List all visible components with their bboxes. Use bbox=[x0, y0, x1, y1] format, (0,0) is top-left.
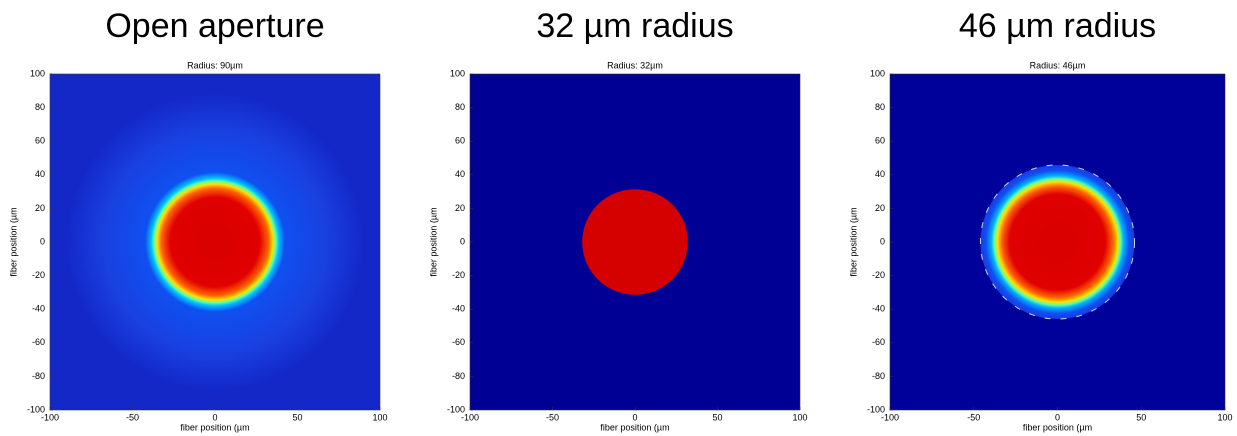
x-tick-label: -100 bbox=[41, 412, 59, 422]
x-tick-label: 0 bbox=[1055, 412, 1060, 422]
y-tick-label: 60 bbox=[875, 136, 885, 146]
y-tick-label: 80 bbox=[875, 102, 885, 112]
x-axis-label: fiber position (µm bbox=[180, 422, 249, 432]
x-tick-label: 0 bbox=[212, 412, 217, 422]
y-axis-label: fiber position (µm bbox=[8, 207, 18, 276]
y-tick-label: 100 bbox=[870, 68, 885, 78]
y-tick-label: -60 bbox=[32, 337, 45, 347]
x-tick-label: -100 bbox=[881, 412, 899, 422]
y-tick-label: 100 bbox=[30, 68, 45, 78]
y-tick-label: 80 bbox=[455, 102, 465, 112]
intensity-spot bbox=[582, 189, 688, 295]
y-tick-label: -40 bbox=[872, 304, 885, 314]
y-tick-label: 20 bbox=[455, 203, 465, 213]
panel-title: Open aperture bbox=[105, 7, 324, 45]
y-tick-label: -20 bbox=[32, 270, 45, 280]
x-axis-label: fiber position (µm bbox=[1023, 422, 1092, 432]
y-tick-label: 100 bbox=[450, 68, 465, 78]
y-tick-label: 60 bbox=[455, 136, 465, 146]
y-tick-label: -80 bbox=[872, 371, 885, 381]
y-axis-label: fiber position (µm bbox=[848, 207, 858, 276]
x-tick-label: -50 bbox=[546, 412, 559, 422]
y-tick-label: 20 bbox=[35, 203, 45, 213]
y-tick-label: -20 bbox=[452, 270, 465, 280]
panel-title: 46 µm radius bbox=[959, 7, 1156, 45]
x-tick-label: 50 bbox=[292, 412, 302, 422]
plot-title: Radius: 90µm bbox=[187, 60, 243, 70]
y-tick-label: -80 bbox=[452, 371, 465, 381]
x-tick-label: 100 bbox=[1217, 412, 1232, 422]
x-tick-label: -100 bbox=[461, 412, 479, 422]
y-tick-label: 60 bbox=[35, 136, 45, 146]
plot-title: Radius: 32µm bbox=[607, 60, 663, 70]
x-tick-label: 100 bbox=[372, 412, 387, 422]
y-tick-label: 0 bbox=[40, 236, 45, 246]
panel-title: 32 µm radius bbox=[536, 7, 733, 45]
y-tick-label: 40 bbox=[875, 169, 885, 179]
y-axis-label: fiber position (µm bbox=[428, 207, 438, 276]
y-tick-label: 40 bbox=[35, 169, 45, 179]
y-tick-label: -60 bbox=[452, 337, 465, 347]
y-tick-label: 20 bbox=[875, 203, 885, 213]
y-tick-label: -80 bbox=[32, 371, 45, 381]
y-tick-label: -20 bbox=[872, 270, 885, 280]
y-tick-label: 80 bbox=[35, 102, 45, 112]
intensity-spot bbox=[66, 93, 364, 391]
y-tick-label: -40 bbox=[452, 304, 465, 314]
y-tick-label: -40 bbox=[32, 304, 45, 314]
y-tick-label: -100 bbox=[27, 404, 45, 414]
y-tick-label: -100 bbox=[447, 404, 465, 414]
plot-title: Radius: 46µm bbox=[1030, 60, 1086, 70]
y-tick-label: 40 bbox=[455, 169, 465, 179]
intensity-spot bbox=[980, 164, 1135, 320]
x-tick-label: -50 bbox=[967, 412, 980, 422]
y-tick-label: 0 bbox=[880, 236, 885, 246]
x-axis-label: fiber position (µm bbox=[600, 422, 669, 432]
x-tick-label: -50 bbox=[126, 412, 139, 422]
x-tick-label: 50 bbox=[712, 412, 722, 422]
x-tick-label: 0 bbox=[632, 412, 637, 422]
y-tick-label: -60 bbox=[872, 337, 885, 347]
aperture-edge bbox=[979, 164, 1136, 320]
x-tick-label: 100 bbox=[792, 412, 807, 422]
y-tick-label: 0 bbox=[460, 236, 465, 246]
y-tick-label: -100 bbox=[867, 404, 885, 414]
x-tick-label: 50 bbox=[1136, 412, 1146, 422]
